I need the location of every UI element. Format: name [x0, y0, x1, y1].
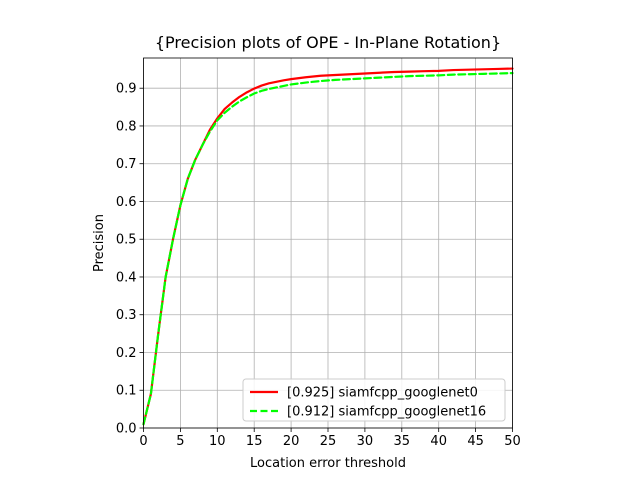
- x-tick-label: 20: [283, 434, 300, 449]
- legend-label-0: [0.925] siamfcpp_googlenet0: [287, 386, 478, 401]
- x-tick-label: 30: [357, 434, 374, 449]
- y-tick-label: 0.1: [116, 384, 137, 399]
- x-axis: 0 5 10 15 20 25 30 35 40 45 50: [139, 428, 521, 449]
- x-tick-label: 10: [209, 434, 226, 449]
- series-line-1: [142, 71, 514, 426]
- y-axis-label: Precision: [92, 214, 107, 272]
- series-layer: [142, 67, 514, 426]
- x-axis-label: Location error threshold: [250, 456, 406, 471]
- chart-title: {Precision plots of OPE - In-Plane Rotat…: [155, 33, 501, 52]
- legend-box: [242, 378, 506, 422]
- y-tick-label: 0.8: [116, 119, 137, 134]
- x-tick-label: 40: [430, 434, 447, 449]
- x-tick-label: 5: [176, 434, 184, 449]
- y-tick-label: 0.9: [116, 82, 137, 97]
- x-tick-label: 15: [246, 434, 263, 449]
- y-tick-label: 0.0: [116, 422, 137, 437]
- x-tick-label: 35: [394, 434, 411, 449]
- legend-label-1: [0.912] siamfcpp_googlenet16: [287, 405, 486, 420]
- legend: [0.925] siamfcpp_googlenet0 [0.912] siamf…: [242, 378, 506, 422]
- y-tick-label: 0.4: [116, 270, 137, 285]
- x-tick-label: 0: [139, 434, 147, 449]
- y-axis: 0.0 0.1 0.2 0.3 0.4 0.5 0.6 0.7 0.8 0.9: [116, 82, 144, 437]
- y-tick-label: 0.6: [116, 195, 137, 210]
- x-tick-label: 50: [504, 434, 521, 449]
- y-tick-label: 0.5: [116, 233, 137, 248]
- y-tick-label: 0.3: [116, 308, 137, 323]
- x-tick-label: 45: [467, 434, 484, 449]
- y-tick-label: 0.7: [116, 157, 137, 172]
- y-tick-label: 0.2: [116, 346, 137, 361]
- x-tick-label: 25: [320, 434, 337, 449]
- grid: [143, 58, 513, 429]
